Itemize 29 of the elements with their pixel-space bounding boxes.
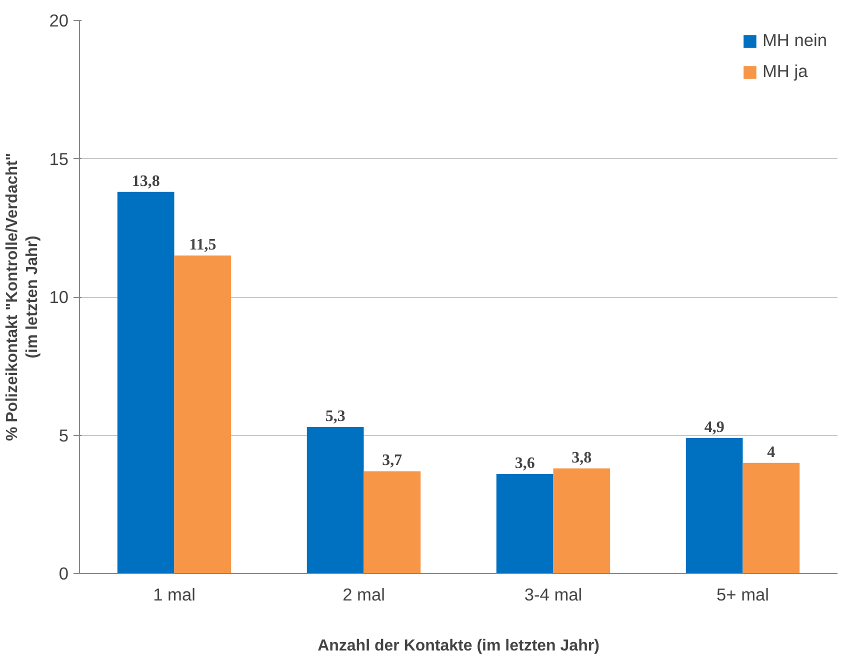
bar — [742, 462, 800, 574]
bar — [174, 256, 232, 574]
bar — [496, 474, 554, 574]
y-axis-title: % Polizeikontakt "Kontrolle/Verdacht" (im letzten Jahr) — [4, 152, 42, 442]
y-tick-label: 5 — [58, 425, 69, 446]
data-label: 5,3 — [325, 408, 346, 425]
data-label: 4 — [767, 444, 776, 461]
y-tick-label: 10 — [49, 287, 69, 307]
bar — [306, 426, 364, 574]
data-label: 3,7 — [382, 452, 402, 470]
x-tick-label: 2 mal — [342, 584, 385, 604]
legend-label: MH ja — [762, 61, 808, 82]
bar — [553, 468, 610, 574]
bar — [117, 192, 174, 574]
data-label: 4,9 — [704, 419, 724, 436]
x-tick-label: 1 mal — [153, 584, 196, 604]
data-label: 11,5 — [189, 236, 216, 254]
x-axis-title: Anzahl der Kontakte (im letzten Jahr) — [318, 638, 600, 654]
data-label: 13,8 — [132, 172, 160, 190]
data-label: 3,6 — [514, 454, 535, 472]
y-tick-label: 15 — [49, 148, 69, 169]
bar — [686, 438, 743, 574]
data-label: 3,8 — [572, 449, 592, 466]
x-tick-label: 5+ mal — [716, 584, 770, 604]
y-tick-label: 0 — [58, 564, 69, 584]
x-tick-label: 3-4 mal — [524, 584, 582, 604]
legend-label: MH nein — [762, 30, 827, 51]
y-tick-label: 20 — [49, 10, 69, 30]
bar — [364, 471, 421, 574]
